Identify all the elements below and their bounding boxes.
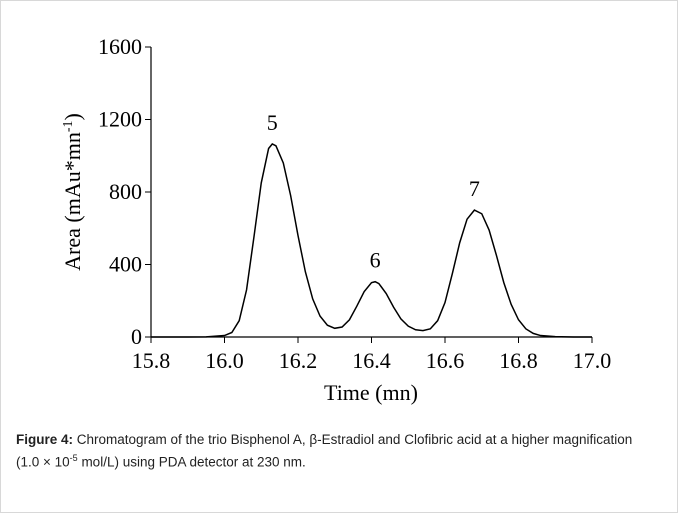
y-axis-label: Area (mAu*mn-1) <box>60 113 85 271</box>
x-tick-label: 16.0 <box>205 348 244 373</box>
y-tick-label: 1200 <box>98 107 142 132</box>
x-tick-label: 17.0 <box>573 348 612 373</box>
data-line <box>151 143 592 338</box>
y-label-sup: -1 <box>61 120 76 132</box>
y-label-end: ) <box>60 113 85 120</box>
caption-label: Figure 4: <box>16 432 74 447</box>
caption-text: Chromatogram of the trio Bisphenol A, β-… <box>16 432 633 470</box>
x-tick-label: 16.4 <box>352 348 391 373</box>
y-tick-label: 800 <box>109 179 142 204</box>
peak-label: 7 <box>469 176 480 201</box>
caption-sup: -5 <box>69 453 78 463</box>
y-tick-label: 0 <box>131 324 142 349</box>
y-tick-label: 1600 <box>98 34 142 59</box>
peak-label: 5 <box>267 110 278 135</box>
y-label-text: Area (mAu*mn <box>60 132 85 271</box>
caption: Figure 4: Chromatogram of the trio Bisph… <box>16 430 656 472</box>
caption-end: mol/L) using PDA detector at 230 nm. <box>77 454 306 470</box>
x-axis-label: Time (mn) <box>324 380 418 405</box>
x-tick-label: 16.2 <box>279 348 318 373</box>
x-tick-label: 16.8 <box>499 348 538 373</box>
y-tick-label: 400 <box>109 252 142 277</box>
peak-label: 6 <box>370 248 381 273</box>
x-tick-label: 16.6 <box>426 348 465 373</box>
chart: Area (mAu*mn-1) Time (mn) 0 400 800 1200 160… <box>60 34 612 405</box>
x-tick-label: 15.8 <box>132 348 171 373</box>
